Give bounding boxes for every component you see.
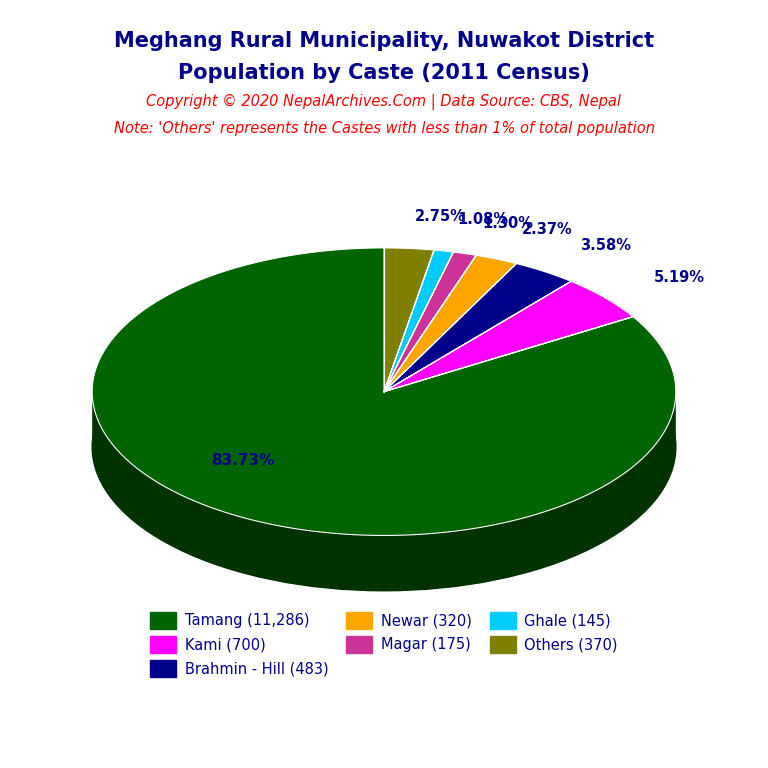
Text: Note: 'Others' represents the Castes with less than 1% of total population: Note: 'Others' represents the Castes wit… [114, 121, 654, 136]
Polygon shape [384, 281, 633, 392]
Text: 3.58%: 3.58% [580, 238, 631, 253]
Polygon shape [384, 252, 476, 392]
Polygon shape [384, 250, 453, 392]
Text: 2.75%: 2.75% [415, 210, 465, 224]
Polygon shape [384, 263, 571, 392]
Text: 1.30%: 1.30% [482, 216, 534, 230]
Text: 1.08%: 1.08% [457, 213, 508, 227]
Polygon shape [92, 393, 676, 591]
Polygon shape [384, 248, 434, 392]
Polygon shape [384, 255, 516, 392]
Polygon shape [92, 248, 676, 535]
Text: Copyright © 2020 NepalArchives.Com | Data Source: CBS, Nepal: Copyright © 2020 NepalArchives.Com | Dat… [147, 94, 621, 111]
Text: 83.73%: 83.73% [211, 453, 275, 468]
Text: 5.19%: 5.19% [654, 270, 704, 285]
Text: 2.37%: 2.37% [521, 223, 572, 237]
Text: Population by Caste (2011 Census): Population by Caste (2011 Census) [178, 63, 590, 83]
Text: Meghang Rural Municipality, Nuwakot District: Meghang Rural Municipality, Nuwakot Dist… [114, 31, 654, 51]
Legend: Tamang (11,286), Kami (700), Brahmin - Hill (483), Newar (320), Magar (175), Gha: Tamang (11,286), Kami (700), Brahmin - H… [144, 606, 624, 683]
Ellipse shape [92, 303, 676, 591]
